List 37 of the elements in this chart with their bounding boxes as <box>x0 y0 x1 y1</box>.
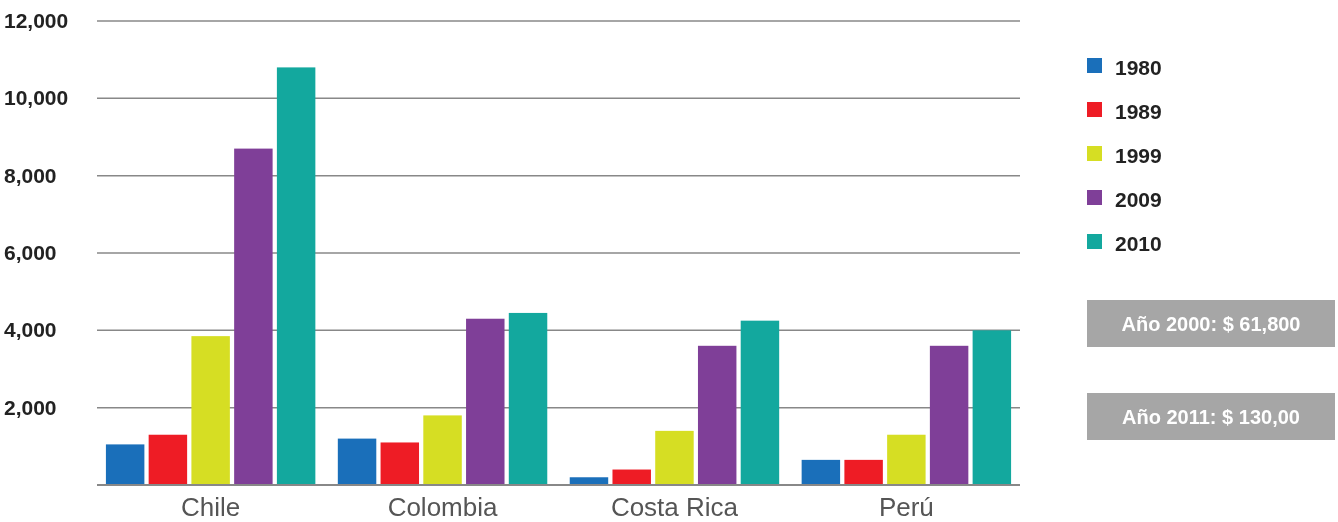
x-tick-label: Perú <box>878 492 934 522</box>
bar <box>569 477 609 485</box>
bar <box>276 67 316 485</box>
bar <box>887 434 926 485</box>
bar <box>972 330 1012 485</box>
bar <box>740 320 780 485</box>
bar <box>148 434 188 485</box>
y-tick-label: 12,000 <box>4 9 69 32</box>
bar <box>612 469 651 485</box>
y-tick-label: 10,000 <box>4 86 69 110</box>
y-tick-label: 4,000 <box>4 318 57 342</box>
legend-label: 1999 <box>1115 144 1162 167</box>
bar <box>191 336 230 485</box>
bar <box>801 459 841 485</box>
x-tick-label: Chile <box>181 492 241 522</box>
legend-label: 2010 <box>1115 232 1162 255</box>
y-tick-label: 6,000 <box>4 241 57 264</box>
bar <box>508 312 548 485</box>
bar <box>466 318 505 485</box>
bar <box>337 438 377 485</box>
legend-label: 1989 <box>1115 100 1162 123</box>
legend-label: 2009 <box>1115 188 1162 211</box>
x-tick-label: Costa Rica <box>610 492 739 522</box>
bar <box>697 345 737 485</box>
y-tick-label: 8,000 <box>4 163 57 187</box>
bar <box>929 345 969 485</box>
bar <box>234 148 273 485</box>
bar <box>423 415 462 485</box>
x-tick-label: Colombia <box>387 492 498 522</box>
bar <box>105 444 145 485</box>
legend-label: 1980 <box>1115 56 1162 79</box>
text: Año 2011: $ 130,00 <box>1122 406 1300 428</box>
bar <box>380 442 420 485</box>
bar <box>655 430 694 485</box>
y-tick-label: 2,000 <box>4 395 57 419</box>
bar <box>844 459 883 485</box>
text: Año 2000: $ 61,800 <box>1121 313 1301 335</box>
